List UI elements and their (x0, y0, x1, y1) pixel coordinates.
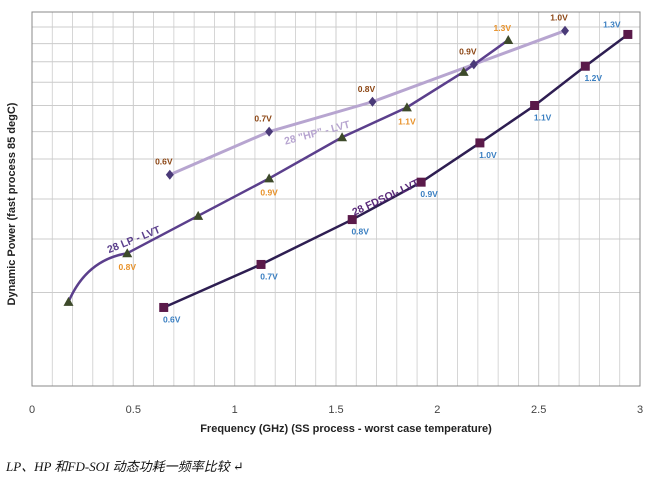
voltage-label: 0.8V (351, 227, 369, 237)
figure-caption: LP、HP 和FD-SOI 动态功耗一频率比较 ↵ (6, 459, 244, 474)
data-point-hp (368, 96, 377, 107)
voltage-label: 1.0V (550, 13, 568, 23)
voltage-label: 1.1V (398, 116, 416, 126)
data-point-hp (265, 126, 274, 137)
x-tick-labels: 0 0.5 1 1.5 2 2.5 3 (29, 404, 643, 416)
data-point-lp (264, 173, 275, 183)
voltage-label: 0.6V (163, 314, 181, 324)
x-tick-label: 2 (434, 404, 440, 416)
x-tick-label: 3 (637, 404, 643, 416)
data-point-lp (337, 132, 348, 142)
dynamic-power-chart: 0 0.5 1 1.5 2 2.5 3 Frequency (GHz) (SS proces… (6, 11, 643, 435)
data-point-fdsoi (623, 29, 633, 39)
voltage-label: 0.9V (459, 46, 477, 56)
data-point-lp (503, 35, 514, 45)
x-tick-label: 1 (232, 404, 238, 416)
series-markers (63, 25, 633, 312)
data-point-lp (122, 248, 133, 258)
data-point-lp (458, 66, 469, 76)
chart-axes (31, 11, 641, 387)
y-axis-title: Dynamic Power (fast process 85 degC) (6, 102, 18, 305)
x-tick-label: 0 (29, 404, 35, 416)
x-tick-label: 2.5 (531, 404, 546, 416)
x-tick-label: 0.5 (126, 404, 141, 416)
x-tick-label: 1.5 (328, 404, 343, 416)
data-point-fdsoi (256, 259, 266, 269)
data-point-fdsoi (580, 61, 590, 71)
plot-frame (31, 11, 641, 387)
voltage-label: 1.3V (603, 19, 621, 29)
data-point-fdsoi (416, 177, 426, 187)
data-point-hp (165, 169, 174, 180)
data-point-lp (193, 210, 204, 220)
chart-grid (31, 11, 641, 387)
series-lines (67, 29, 630, 309)
voltage-label: 1.0V (479, 150, 497, 160)
data-point-fdsoi (159, 302, 169, 312)
voltage-label: 1.3V (494, 23, 512, 33)
voltage-label: 1.1V (534, 113, 552, 123)
data-point-fdsoi (347, 215, 357, 225)
voltage-label: 0.7V (260, 271, 278, 281)
data-point-fdsoi (475, 138, 485, 148)
data-point-lp (401, 102, 412, 112)
voltage-label: 0.7V (254, 114, 272, 124)
data-point-lp (63, 296, 74, 306)
series-line-fdsoi (162, 33, 630, 309)
x-axis-title: Frequency (GHz) (SS process - worst case… (200, 423, 492, 435)
data-point-hp (469, 59, 478, 70)
voltage-label: 0.8V (358, 84, 376, 94)
data-point-hp (561, 25, 570, 36)
voltage-label: 0.6V (155, 157, 173, 167)
voltage-label: 1.2V (585, 73, 603, 83)
series-name-fdsoi: 28 FDSOI- LVT (350, 177, 421, 219)
voltage-labels: 0.6V 0.7V 0.8V 0.9V 1.0V 0.8V 0.9V 1.1V 1.3V 0.6V… (119, 13, 621, 325)
series-name-hp: 28 "HP" - LVT (283, 118, 352, 147)
series-line-hp (168, 29, 567, 177)
data-point-fdsoi (530, 101, 540, 110)
voltage-label: 0.9V (420, 189, 438, 199)
voltage-label: 0.8V (119, 262, 137, 272)
voltage-label: 0.9V (260, 187, 278, 197)
